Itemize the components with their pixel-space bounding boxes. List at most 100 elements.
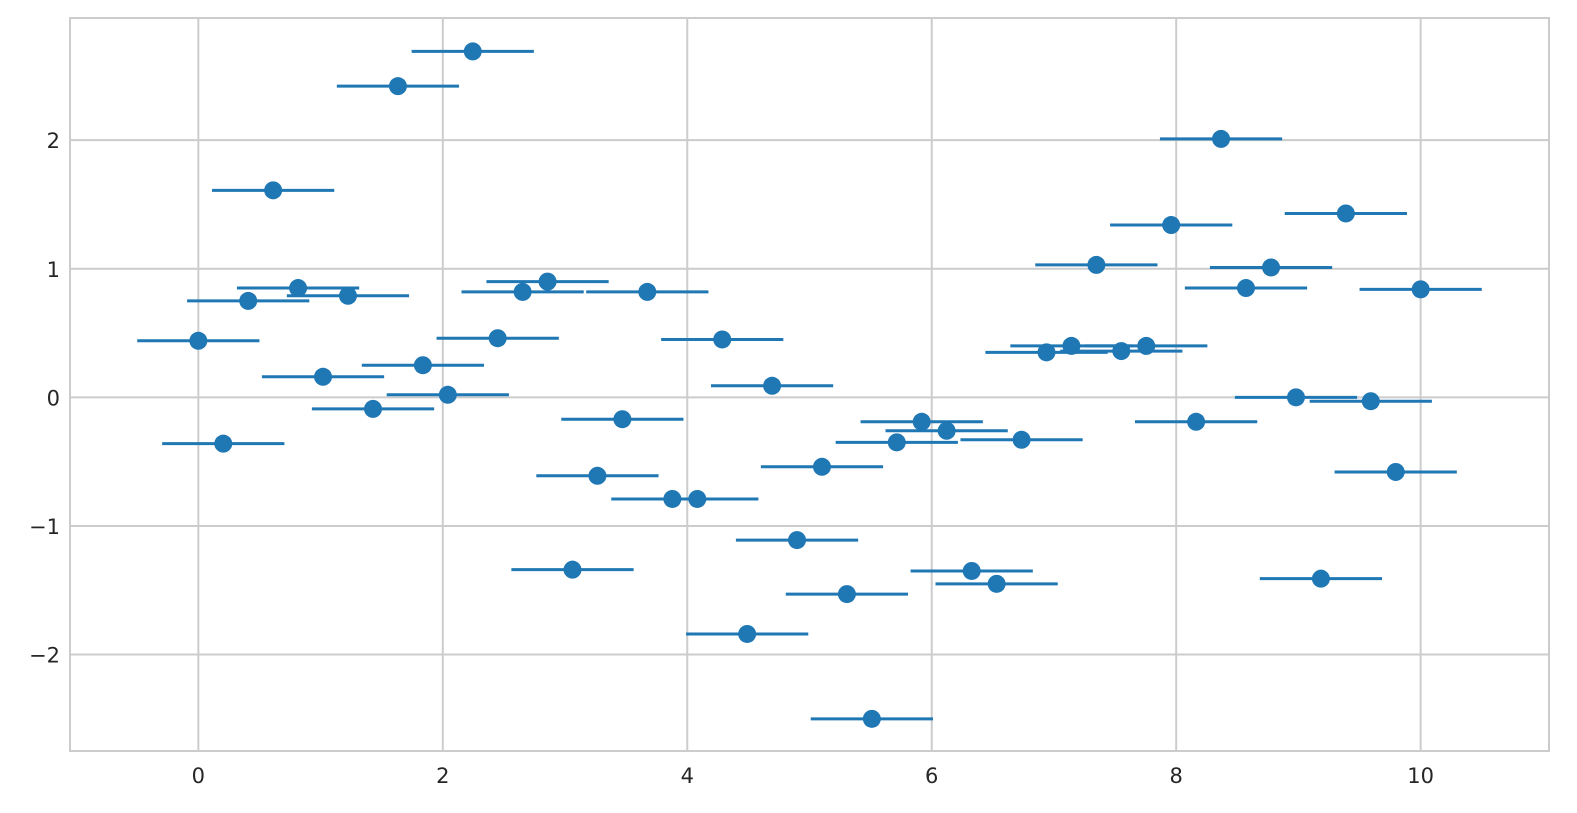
data-point [860,412,983,431]
data-point [885,421,1008,440]
marker [488,329,507,348]
data-point [661,330,784,349]
marker [713,330,732,349]
marker [862,709,881,728]
marker [1386,462,1405,481]
marker [1162,216,1181,235]
data-point [1184,279,1308,298]
marker [1137,336,1156,355]
data-point [686,624,809,643]
marker [738,624,757,643]
marker [887,433,906,452]
marker [214,434,233,453]
data-point [486,272,609,291]
marker [588,466,607,485]
data-point [810,709,933,728]
marker [812,457,831,476]
x-tick-label: 4 [681,764,694,788]
data-point [785,585,909,604]
data-point [935,574,1058,593]
data-point [835,433,958,452]
data-point [261,367,385,386]
marker [1212,129,1231,148]
marker [463,42,482,61]
data-point [1234,388,1358,407]
data-point [1035,255,1158,274]
marker [189,331,208,350]
marker [912,412,931,431]
data-point [187,291,310,310]
data-point [1135,412,1258,431]
data-point [411,42,534,61]
marker [1012,430,1031,449]
y-tick-label: 2 [47,129,60,153]
data-point [311,399,435,418]
marker [513,282,532,301]
data-point [286,286,410,305]
data-point [436,329,559,348]
data-point [1209,258,1333,277]
marker [763,376,782,395]
data-point [1159,129,1283,148]
data-point [735,531,859,550]
plot-frame [69,17,1550,752]
marker [338,286,357,305]
marker [1336,204,1355,223]
data-point [162,434,285,453]
data-point [336,77,460,96]
marker [538,272,557,291]
data-point [137,331,260,350]
data-point [536,466,659,485]
marker [613,410,632,429]
marker [688,489,707,508]
marker [837,585,856,604]
marker [364,399,383,418]
marker [937,421,956,440]
data-point [386,385,509,404]
y-tick-label: −1 [29,515,60,539]
data-point [710,376,834,395]
data-point [1334,462,1457,481]
marker [388,77,407,96]
x-tick-label: 2 [436,764,449,788]
marker [239,291,258,310]
x-axis-ticks: 0 2 4 6 8 10 [192,764,1434,788]
marker [413,356,432,375]
marker [1236,279,1255,298]
data-point [236,279,360,298]
x-tick-label: 0 [192,764,205,788]
marker [1187,412,1206,431]
y-tick-label: −2 [29,644,60,668]
data-point [461,282,584,301]
data-point [960,430,1083,449]
data-point [636,489,759,508]
marker [264,181,283,200]
y-tick-label: 1 [47,258,60,282]
marker [987,574,1006,593]
data-point [1309,392,1432,411]
marker [1037,343,1056,362]
data-point [212,181,335,200]
data-point [910,561,1033,580]
marker [314,367,333,386]
data-point [1110,216,1233,235]
marker [1361,392,1380,411]
data-point [1284,204,1407,223]
marker [563,560,582,579]
data-point [561,410,684,429]
marker [1262,258,1281,277]
x-tick-label: 10 [1407,764,1434,788]
data-point [361,356,484,375]
marker [1311,569,1330,588]
x-tick-label: 6 [925,764,938,788]
marker [638,282,657,301]
y-axis-ticks: −2 −1 0 1 2 [29,129,60,667]
data-point [586,282,709,301]
marker [438,385,457,404]
marker [1286,388,1305,407]
y-tick-label: 0 [47,386,60,410]
data-point [760,457,884,476]
marker [289,279,308,298]
marker [788,531,807,550]
